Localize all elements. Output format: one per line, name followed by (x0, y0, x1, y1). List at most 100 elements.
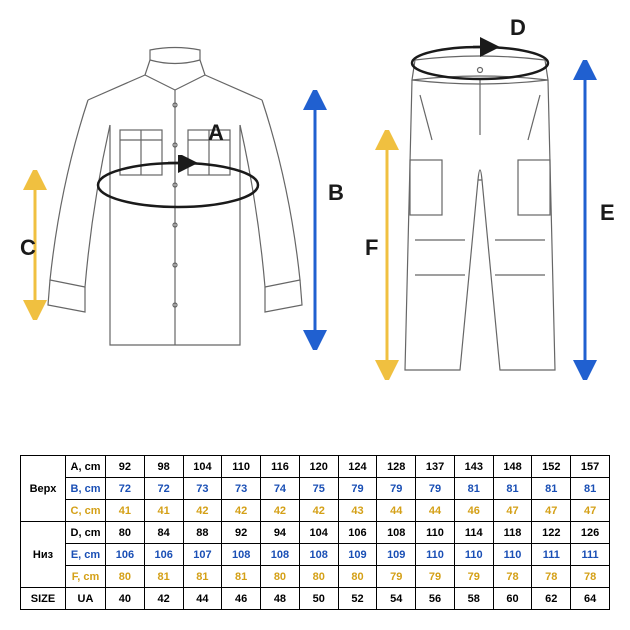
label-d: D (510, 15, 526, 41)
table-cell: 42 (144, 588, 183, 610)
table-cell: 58 (454, 588, 493, 610)
table-cell: 75 (299, 478, 338, 500)
table-cell: 50 (299, 588, 338, 610)
table-cell: 42 (183, 500, 222, 522)
table-cell: B, cm (66, 478, 106, 500)
table-cell: 104 (299, 522, 338, 544)
table-cell: 80 (261, 566, 300, 588)
table-cell: 42 (261, 500, 300, 522)
table-cell: 42 (222, 500, 261, 522)
table-cell: 47 (493, 500, 532, 522)
table-cell: 109 (377, 544, 416, 566)
table-cell: 64 (571, 588, 610, 610)
table-cell: 106 (338, 522, 377, 544)
table-cell: 73 (222, 478, 261, 500)
table-cell: 44 (416, 500, 455, 522)
table-cell: 114 (454, 522, 493, 544)
table-cell: 73 (183, 478, 222, 500)
table-cell: 44 (377, 500, 416, 522)
table-cell: 79 (377, 566, 416, 588)
table-cell: 108 (299, 544, 338, 566)
table-cell: 108 (222, 544, 261, 566)
table-cell: 72 (144, 478, 183, 500)
table-cell: 43 (338, 500, 377, 522)
table-cell: 78 (493, 566, 532, 588)
table-cell: 157 (571, 456, 610, 478)
table-cell: 106 (106, 544, 145, 566)
table-cell: 44 (183, 588, 222, 610)
label-b: B (328, 180, 344, 206)
table-cell: 52 (338, 588, 377, 610)
table-cell: 56 (416, 588, 455, 610)
section-size-label: SIZE (21, 588, 66, 610)
label-a: A (208, 120, 224, 146)
table-cell: 137 (416, 456, 455, 478)
table-cell: 80 (299, 566, 338, 588)
table-cell: 122 (532, 522, 571, 544)
table-cell: 80 (338, 566, 377, 588)
table-cell: 92 (106, 456, 145, 478)
table-cell: E, cm (66, 544, 106, 566)
table-cell: 104 (183, 456, 222, 478)
table-cell: 81 (222, 566, 261, 588)
table-cell: 107 (183, 544, 222, 566)
table-cell: 110 (454, 544, 493, 566)
table-cell: 81 (571, 478, 610, 500)
table-cell: 148 (493, 456, 532, 478)
table-cell: UA (66, 588, 106, 610)
table-cell: 62 (532, 588, 571, 610)
table-cell: 81 (144, 566, 183, 588)
table-cell: 111 (571, 544, 610, 566)
table-cell: 60 (493, 588, 532, 610)
label-e: E (600, 200, 615, 226)
section-bottom-label: Низ (21, 522, 66, 588)
table-cell: 108 (377, 522, 416, 544)
table-cell: 78 (532, 566, 571, 588)
table-cell: 41 (106, 500, 145, 522)
table-cell: 128 (377, 456, 416, 478)
table-cell: 81 (532, 478, 571, 500)
table-cell: 41 (144, 500, 183, 522)
diagram-area: A B C D E (20, 10, 610, 390)
size-table: ВерхA, cm9298104110116120124128137143148… (20, 455, 610, 610)
dimension-b-arrow (300, 90, 330, 350)
table-cell: 110 (222, 456, 261, 478)
table-cell: 79 (377, 478, 416, 500)
table-cell: 81 (454, 478, 493, 500)
label-c: C (20, 235, 36, 261)
table-cell: 80 (106, 522, 145, 544)
section-top-label: Верх (21, 456, 66, 522)
table-cell: 74 (261, 478, 300, 500)
table-cell: 80 (106, 566, 145, 588)
table-cell: 108 (261, 544, 300, 566)
table-cell: 81 (493, 478, 532, 500)
table-cell: 94 (261, 522, 300, 544)
table-cell: 47 (532, 500, 571, 522)
table-cell: 88 (183, 522, 222, 544)
table-cell: 79 (416, 566, 455, 588)
table-cell: 84 (144, 522, 183, 544)
table-cell: 46 (454, 500, 493, 522)
table-cell: 79 (454, 566, 493, 588)
dimension-a-arrow (88, 155, 268, 215)
table-cell: 72 (106, 478, 145, 500)
table-cell: D, cm (66, 522, 106, 544)
table-cell: 124 (338, 456, 377, 478)
table-cell: 111 (532, 544, 571, 566)
table-cell: C, cm (66, 500, 106, 522)
table-cell: 79 (416, 478, 455, 500)
table-cell: 40 (106, 588, 145, 610)
table-cell: 143 (454, 456, 493, 478)
table-cell: 42 (299, 500, 338, 522)
table-cell: 116 (261, 456, 300, 478)
table-cell: 106 (144, 544, 183, 566)
table-cell: 110 (416, 522, 455, 544)
table-cell: 120 (299, 456, 338, 478)
table-cell: 54 (377, 588, 416, 610)
table-cell: 46 (222, 588, 261, 610)
table-cell: 79 (338, 478, 377, 500)
table-cell: 126 (571, 522, 610, 544)
table-cell: A, cm (66, 456, 106, 478)
table-cell: 110 (416, 544, 455, 566)
table-cell: 152 (532, 456, 571, 478)
